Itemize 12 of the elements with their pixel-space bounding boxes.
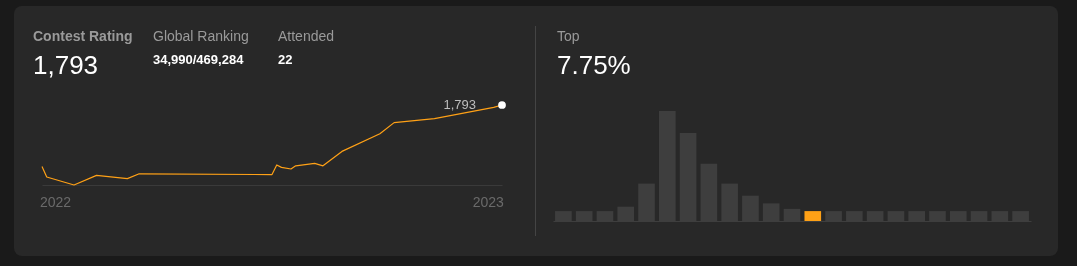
x-tick-label: 2022 <box>39 193 72 210</box>
text: Global Ranking <box>153 28 249 44</box>
text: 22 <box>278 52 293 67</box>
chart-subtitle: 7.75% <box>557 50 631 81</box>
text: 34,990/469,284 <box>153 52 244 67</box>
bar <box>804 211 822 221</box>
x-tick-label: 2023 <box>472 193 505 210</box>
chart-title: Top <box>557 28 580 44</box>
chart-title: Contest Rating <box>33 28 133 44</box>
text: Attended <box>278 28 335 44</box>
chart-subtitle: 1,793 <box>33 50 99 81</box>
annotation: 1,793 <box>443 97 476 112</box>
